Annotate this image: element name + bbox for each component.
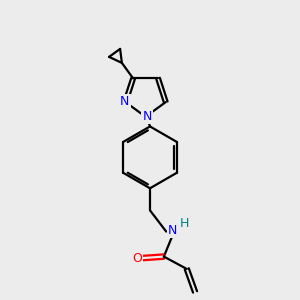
Text: N: N (120, 95, 130, 108)
Text: N: N (168, 224, 177, 237)
Text: N: N (142, 110, 152, 123)
Text: H: H (180, 217, 189, 230)
Text: O: O (132, 252, 142, 265)
